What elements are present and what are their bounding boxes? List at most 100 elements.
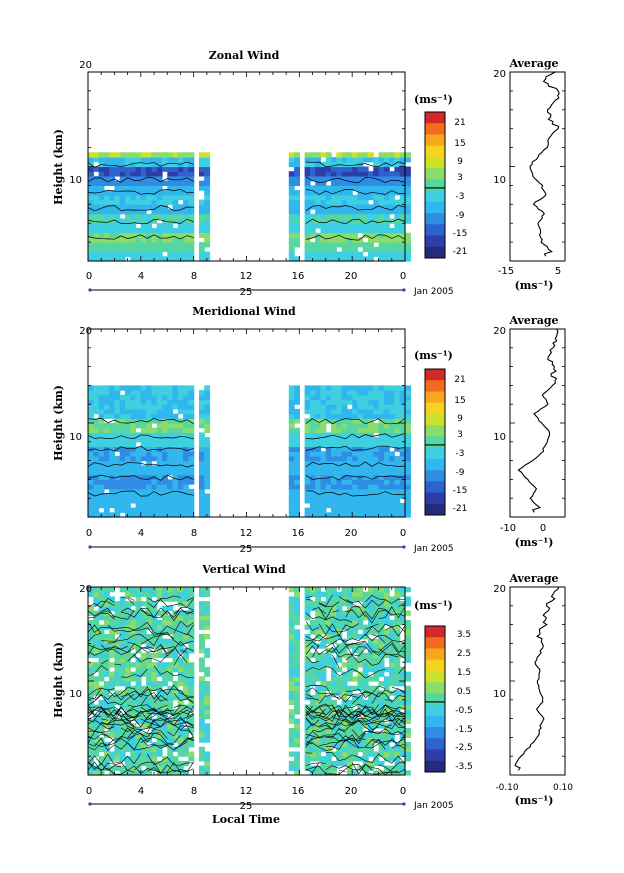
vertical-wind-cell bbox=[399, 732, 406, 738]
vertical-wind-cell bbox=[357, 587, 364, 593]
vertical-wind-cell bbox=[405, 587, 411, 593]
meridional-wind-cell bbox=[156, 385, 163, 391]
zonal-wind-cell bbox=[183, 223, 189, 229]
zonal-wind-cell bbox=[352, 218, 359, 224]
zonal-wind-cell bbox=[362, 194, 369, 201]
meridional-wind-cell bbox=[156, 399, 163, 405]
zonal-wind-cell bbox=[304, 204, 311, 210]
meridional-wind-cell bbox=[357, 404, 364, 410]
zonal-wind-cell bbox=[368, 227, 374, 234]
vertical-wind-cell bbox=[309, 605, 316, 612]
zonal-wind-cell bbox=[135, 251, 142, 257]
meridional-wind-cell bbox=[378, 465, 385, 471]
zonal-wind-cell bbox=[378, 256, 385, 262]
vertical-wind-cell bbox=[125, 591, 131, 597]
zonal-wind-cell bbox=[156, 204, 163, 210]
meridional-wind-cell bbox=[325, 385, 332, 391]
zonal-wind-cell bbox=[98, 227, 105, 234]
meridional-wind-cell bbox=[341, 446, 348, 452]
meridional-wind-cell bbox=[309, 404, 316, 410]
meridional-wind-cell bbox=[167, 390, 174, 396]
meridional-wind-cell bbox=[378, 451, 385, 457]
vertical-wind-cell bbox=[383, 681, 390, 687]
meridional-wind-cell bbox=[146, 512, 152, 518]
vertical-wind-cell bbox=[183, 676, 189, 682]
vertical-wind-cell bbox=[336, 634, 343, 640]
zonal-wind-cell bbox=[331, 223, 337, 229]
meridional-wind-cell bbox=[93, 498, 100, 504]
meridional-wind-cell bbox=[341, 408, 348, 415]
vertical-wind-cell bbox=[309, 751, 316, 757]
zonal-wind-cell bbox=[352, 251, 359, 257]
vertical-wind-cell bbox=[199, 657, 205, 663]
meridional-wind-cell bbox=[288, 455, 295, 462]
vertical-wind-cell bbox=[135, 587, 142, 593]
zonal-wind-cell bbox=[304, 232, 311, 238]
meridional-xticks: 0 4 8 12 16 20 0 bbox=[86, 528, 406, 539]
vertical-wind-cell bbox=[294, 657, 300, 663]
zonal-wind-cell bbox=[109, 166, 115, 172]
vertical-wind-cell bbox=[135, 704, 142, 710]
meridional-wind-cell bbox=[362, 399, 369, 405]
meridional-wind-cell bbox=[288, 441, 295, 448]
zonal-wind-cell bbox=[88, 213, 94, 220]
zonal-wind-cell bbox=[135, 152, 142, 158]
meridional-wind-cell bbox=[177, 437, 184, 443]
meridional-wind-cell bbox=[162, 484, 168, 490]
meridional-wind-cell bbox=[119, 498, 126, 504]
vertical-wind-cell bbox=[146, 619, 152, 626]
meridional-wind-cell bbox=[315, 484, 322, 490]
meridional-wind-cell bbox=[362, 484, 369, 490]
zonal-wind-cell bbox=[320, 213, 327, 220]
vertical-wind-cell bbox=[109, 770, 115, 776]
vertical-wind-cell bbox=[331, 610, 337, 616]
vertical-wind-cell bbox=[167, 770, 174, 776]
vertical-wind-cell bbox=[135, 662, 142, 668]
meridional-wind-cell bbox=[162, 399, 168, 405]
vertical-wind-cell bbox=[341, 648, 348, 654]
zonal-wind-cell bbox=[341, 218, 348, 224]
zonal-wind-cell bbox=[346, 190, 353, 196]
meridional-wind-cell bbox=[88, 465, 94, 471]
vertical-wind-cell bbox=[346, 709, 353, 715]
zonal-wind-cell bbox=[294, 194, 300, 201]
vertical-wind-cell bbox=[146, 709, 152, 715]
vertical-wind-cell bbox=[373, 732, 380, 738]
vertical-wind-cell bbox=[383, 695, 390, 701]
vertical-wind-cell bbox=[331, 723, 337, 729]
zonal-wind-cell bbox=[125, 185, 131, 191]
zonal-wind-cell bbox=[357, 213, 364, 220]
meridional-wind-cell bbox=[199, 408, 205, 415]
vertical-wind-cell bbox=[199, 718, 205, 724]
meridional-wind-cell bbox=[389, 451, 395, 457]
vertical-wind-cell bbox=[405, 685, 411, 691]
zonal-wind-cell bbox=[394, 213, 401, 220]
vertical-wind-cell bbox=[357, 695, 364, 701]
meridional-wind-cell bbox=[177, 507, 184, 513]
vertical-xtick: 8 bbox=[191, 786, 197, 797]
meridional-wind-cell bbox=[135, 451, 142, 457]
contour-line bbox=[87, 620, 406, 635]
zonal-wind-cell bbox=[140, 204, 147, 210]
meridional-wind-cell bbox=[125, 451, 131, 457]
zonal-wind-cell bbox=[125, 227, 131, 234]
zonal-wind-cell bbox=[88, 199, 94, 205]
meridional-wind-axes bbox=[87, 328, 406, 518]
meridional-wind-cell bbox=[177, 432, 184, 438]
zonal-wind-cell bbox=[304, 185, 311, 191]
vertical-wind-cell bbox=[125, 662, 131, 668]
meridional-wind-cell bbox=[199, 390, 205, 396]
meridional-wind-cell bbox=[405, 479, 411, 485]
vertical-wind-cell bbox=[119, 596, 126, 602]
vertical-wind-cell bbox=[140, 713, 147, 720]
vertical-wind-cell bbox=[177, 681, 184, 687]
meridional-wind-cell bbox=[140, 423, 147, 429]
contour-line bbox=[94, 594, 406, 608]
meridional-wind-cell bbox=[309, 493, 316, 499]
vertical-wind-cell bbox=[135, 619, 142, 626]
vertical-wind-cell bbox=[320, 671, 327, 677]
meridional-wind-cell bbox=[394, 437, 401, 443]
vertical-wind-cell bbox=[288, 671, 295, 677]
vertical-wind-cell bbox=[325, 591, 332, 597]
vertical-wind-cell bbox=[320, 605, 327, 612]
